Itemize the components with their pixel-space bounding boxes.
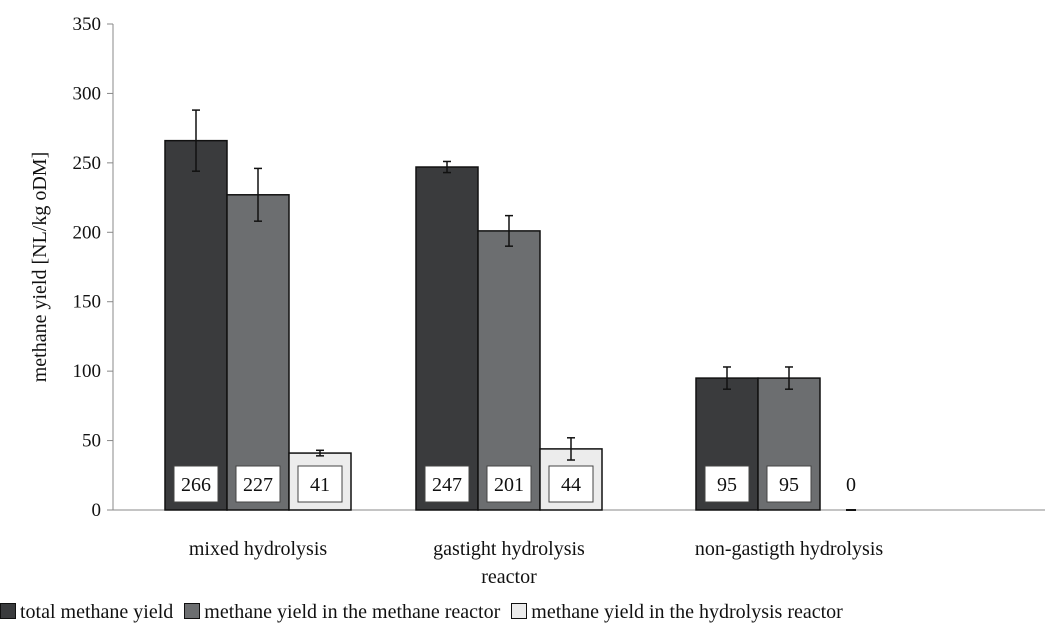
data-label: 266 bbox=[181, 474, 211, 496]
x-category-label: non-gastigth hydrolysis bbox=[695, 538, 884, 560]
data-label: 44 bbox=[561, 474, 581, 496]
y-tick-label: 150 bbox=[73, 292, 102, 313]
legend-item-hydrolysis-reactor: methane yield in the hydrolysis reactor bbox=[511, 598, 843, 626]
legend-item-total: total methane yield bbox=[0, 598, 173, 626]
bar bbox=[416, 167, 478, 510]
bar bbox=[165, 141, 227, 510]
y-axis-title: methane yield [NL/kg oDM] bbox=[29, 152, 51, 383]
y-tick-label: 350 bbox=[73, 14, 102, 35]
y-tick-label: 0 bbox=[92, 500, 102, 521]
legend-label-methane-reactor: methane yield in the methane reactor bbox=[204, 601, 500, 623]
data-label: 247 bbox=[432, 474, 462, 496]
legend-item-methane-reactor: methane yield in the methane reactor bbox=[184, 598, 500, 626]
x-category-label: mixed hydrolysis bbox=[189, 538, 328, 560]
y-tick-label: 300 bbox=[73, 83, 102, 104]
data-label: 0 bbox=[846, 474, 856, 496]
data-label: 41 bbox=[310, 474, 330, 496]
data-label: 227 bbox=[243, 474, 273, 496]
legend-swatch-methane-reactor bbox=[184, 603, 200, 619]
legend-label-hydrolysis-reactor: methane yield in the hydrolysis reactor bbox=[531, 601, 843, 623]
data-label: 95 bbox=[717, 474, 737, 496]
legend-label-total: total methane yield bbox=[20, 601, 173, 623]
legend-swatch-hydrolysis-reactor bbox=[511, 603, 527, 619]
x-category-label: gastight hydrolysis bbox=[433, 538, 585, 560]
y-tick-label: 50 bbox=[82, 431, 101, 452]
bar-chart: methane yield [NL/kg oDM] 0 50 100 150 200 25… bbox=[0, 0, 1062, 598]
data-label: 95 bbox=[779, 474, 799, 496]
legend: total methane yield methane yield in the… bbox=[0, 598, 1062, 628]
bars bbox=[165, 110, 856, 510]
legend-swatch-total bbox=[0, 603, 16, 619]
y-tick-label: 200 bbox=[73, 222, 102, 243]
bar bbox=[227, 195, 289, 510]
y-tick-label: 100 bbox=[73, 361, 102, 382]
y-tick-label: 250 bbox=[73, 153, 102, 174]
data-label: 201 bbox=[494, 474, 524, 496]
x-category-label: reactor bbox=[481, 566, 537, 588]
